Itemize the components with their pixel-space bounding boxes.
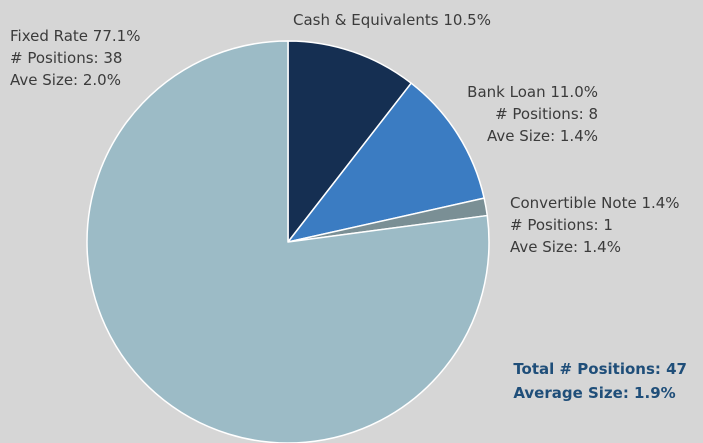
label-fixed-line3: Ave Size: 2.0%: [10, 71, 121, 89]
label-bank-line2: # Positions: 8: [495, 105, 598, 123]
totals-summary: Total # Positions: 47 Average Size: 1.9%: [513, 357, 687, 405]
pie-slice-bank-loan: [287, 82, 485, 243]
label-conv-line3: Ave Size: 1.4%: [510, 238, 621, 256]
label-fixed-line1: Fixed Rate 77.1%: [10, 27, 141, 45]
pie-slice-cash-equivalents: [287, 40, 412, 243]
average-size-text: Average Size: 1.9%: [513, 384, 676, 402]
total-positions-text: Total # Positions: 47: [513, 360, 687, 378]
label-bank-loan: Bank Loan 11.0% # Positions: 8 Ave Size:…: [452, 81, 598, 147]
label-cash-equivalents: Cash & Equivalents 10.5%: [293, 9, 491, 31]
label-convertible-note: Convertible Note 1.4% # Positions: 1 Ave…: [510, 192, 680, 258]
label-conv-line1: Convertible Note 1.4%: [510, 194, 680, 212]
label-fixed-rate: Fixed Rate 77.1% # Positions: 38 Ave Siz…: [10, 25, 140, 91]
label-fixed-line2: # Positions: 38: [10, 49, 123, 67]
pie-slice-fixed-rate: [86, 40, 490, 443]
label-bank-line1: Bank Loan 11.0%: [467, 83, 598, 101]
label-bank-line3: Ave Size: 1.4%: [487, 127, 598, 145]
label-cash-line1: Cash & Equivalents 10.5%: [293, 11, 491, 29]
label-conv-line2: # Positions: 1: [510, 216, 613, 234]
